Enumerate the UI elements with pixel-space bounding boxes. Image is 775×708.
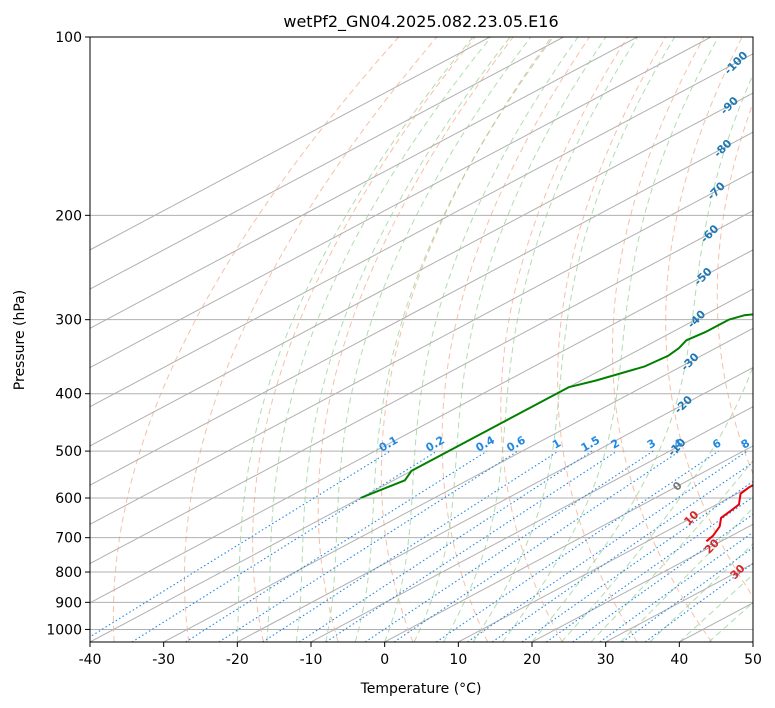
mixing-ratio-lines xyxy=(90,450,753,642)
y-tick-label: 200 xyxy=(55,208,82,224)
x-tick-label: 20 xyxy=(523,652,541,668)
x-axis-label: Temperature (°C) xyxy=(360,681,482,697)
mixing-ratio-line xyxy=(545,496,753,642)
isotherm-line xyxy=(90,249,753,604)
mixing-ratio-line xyxy=(325,450,618,642)
moist-adiabat xyxy=(678,573,753,642)
isotherm-line xyxy=(458,484,753,642)
mixing-ratio-line xyxy=(393,450,681,642)
moist-adiabat xyxy=(325,37,532,642)
isotherm-line xyxy=(90,210,753,565)
y-tick-label: 400 xyxy=(55,387,82,403)
isotherm-line xyxy=(90,288,753,642)
x-axis: -40 -30 -20 -10 0 10 20 30 40 50 xyxy=(79,642,762,668)
isotherm-line xyxy=(384,445,753,642)
x-tick-label: 10 xyxy=(449,652,467,668)
moist-adiabat xyxy=(561,365,753,642)
temperature-profile-line xyxy=(705,484,753,543)
dry-adiabat xyxy=(112,37,400,642)
isotherm-line xyxy=(90,37,564,290)
isotherm-line xyxy=(90,131,753,486)
isotherm-line xyxy=(90,37,712,369)
moist-adiabat xyxy=(472,37,676,642)
moist-adiabat xyxy=(502,37,719,642)
moist-adiabat xyxy=(354,37,554,642)
x-tick-label: -30 xyxy=(152,652,175,668)
x-tick-label: 30 xyxy=(597,652,615,668)
x-tick-label: -20 xyxy=(226,652,249,668)
chart-title: wetPf2_GN04.2025.082.23.05.E16 xyxy=(283,12,558,32)
dry-adiabat xyxy=(183,37,438,642)
y-tick-label: 300 xyxy=(55,313,82,329)
mixing-ratio-line xyxy=(467,450,748,642)
y-tick-label: 500 xyxy=(55,444,82,460)
mixing-ratio-line xyxy=(644,562,753,642)
dry-adiabat xyxy=(380,37,552,642)
moist-adiabat xyxy=(295,37,511,642)
dry-adiabat xyxy=(441,37,590,642)
mixing-ratio-line xyxy=(622,546,753,642)
y-tick-label: 800 xyxy=(55,565,82,581)
isotherm-line xyxy=(163,327,753,642)
moist-adiabat xyxy=(443,37,639,642)
mixing-ratio-line xyxy=(599,531,753,642)
mixing-ratio-line xyxy=(491,461,753,642)
mixing-ratio-line xyxy=(364,450,654,642)
isobar-grid xyxy=(90,37,753,630)
moist-adiabat xyxy=(236,37,474,642)
profile-series xyxy=(360,313,753,543)
y-axis-label: Pressure (hPa) xyxy=(12,290,28,390)
isotherm-line xyxy=(90,37,638,329)
y-tick-label: 900 xyxy=(55,595,82,611)
isotherm-line xyxy=(237,366,753,642)
isotherm-line xyxy=(531,523,753,642)
isotherm-line xyxy=(90,170,753,525)
isotherm-line xyxy=(90,53,753,408)
moist-adiabat xyxy=(384,37,579,642)
isotherm-grid xyxy=(90,37,753,642)
plot-frame xyxy=(89,36,754,643)
moist-adiabat xyxy=(649,543,753,642)
mixing-ratio-line xyxy=(572,513,753,642)
isotherm-line xyxy=(310,406,753,642)
mixing-ratio-line xyxy=(218,450,519,642)
y-tick-label: 100 xyxy=(55,30,82,46)
isotherm-line xyxy=(90,37,491,251)
x-tick-label: 50 xyxy=(744,652,762,668)
mixing-ratio-line xyxy=(521,480,753,642)
x-tick-label: -40 xyxy=(79,652,102,668)
dry-adiabat xyxy=(665,37,753,598)
x-tick-label: 40 xyxy=(670,652,688,668)
dry-adiabat xyxy=(252,37,476,642)
y-axis: 100 200 300 400 500 600 700 800 900 1000 xyxy=(46,30,90,638)
x-tick-label: -10 xyxy=(300,652,323,668)
moist-adiabat xyxy=(266,37,492,642)
moist-adiabat xyxy=(531,73,753,642)
y-tick-label: 700 xyxy=(55,531,82,547)
y-tick-label: 1000 xyxy=(46,622,82,638)
y-tick-label: 600 xyxy=(55,491,82,507)
plot-area: -100-90-80-70-60-50-40-30-20-10010203040… xyxy=(90,37,753,642)
dewpoint-profile-line xyxy=(360,313,753,499)
mixing-ratio-line xyxy=(131,450,438,642)
isotherm-line xyxy=(90,92,753,447)
mixing-ratio-line xyxy=(90,450,391,638)
x-tick-label: 0 xyxy=(380,652,389,668)
dry-adiabat xyxy=(500,37,629,642)
